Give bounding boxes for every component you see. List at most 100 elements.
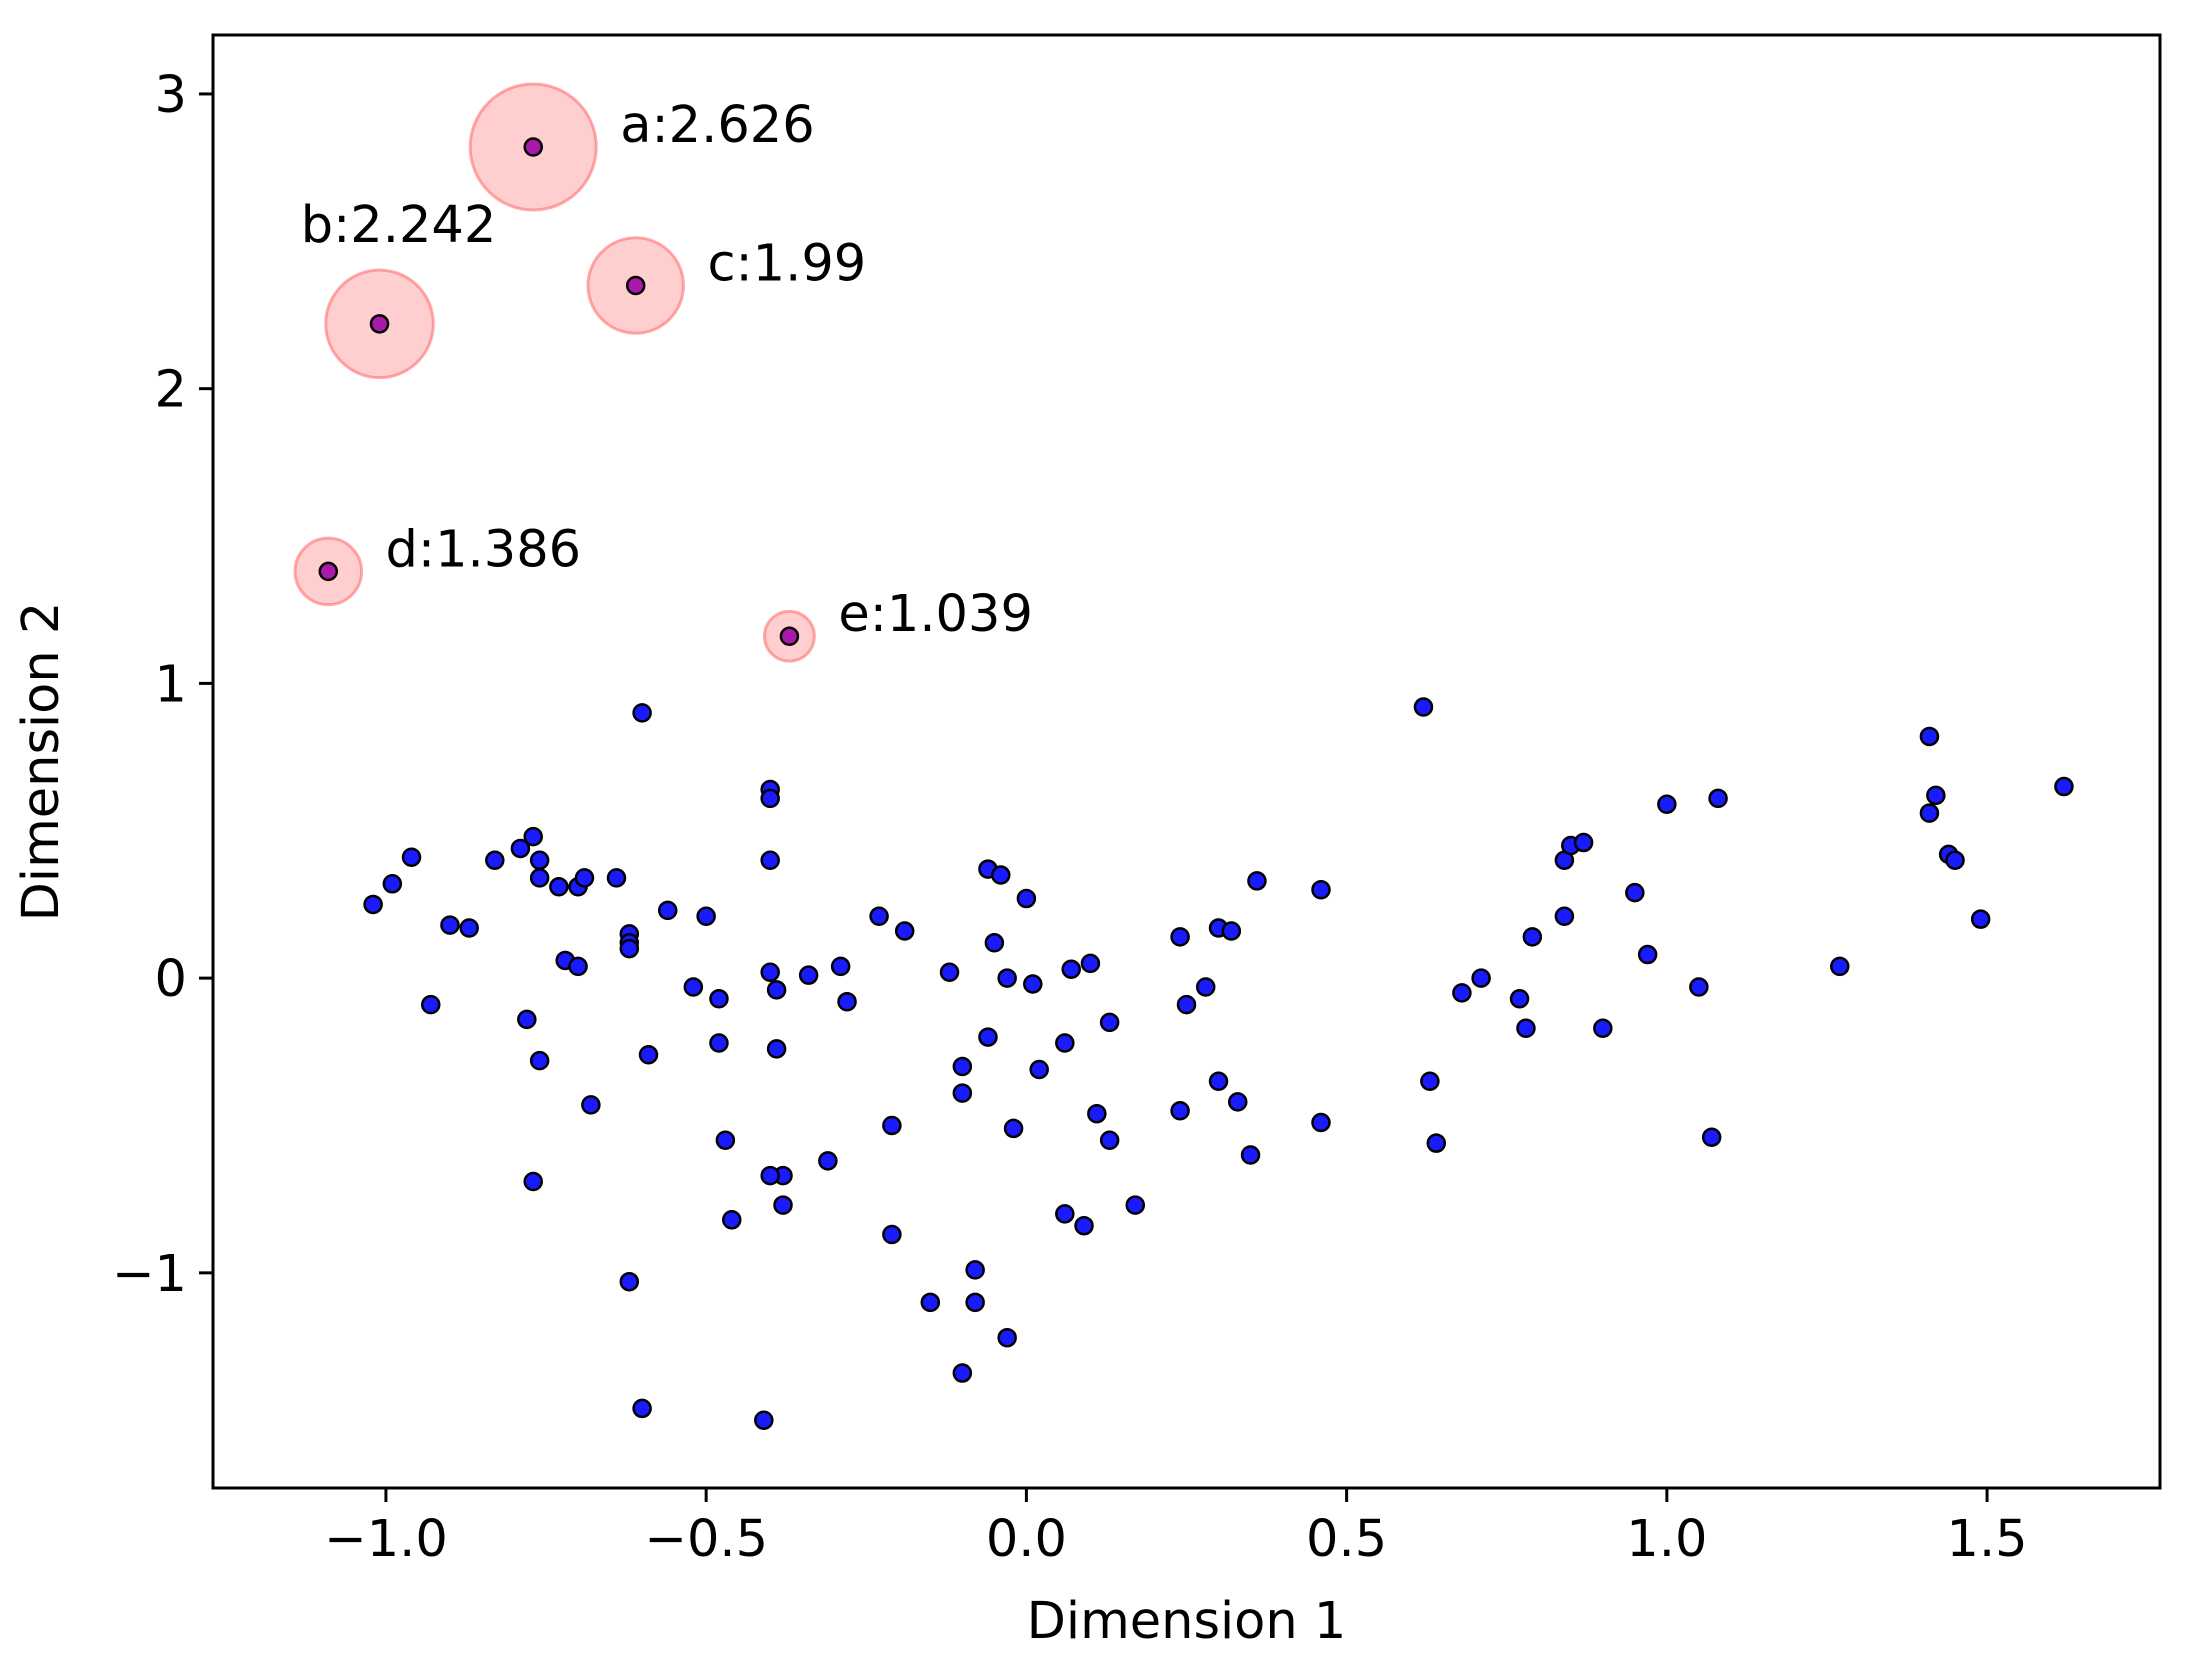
data-point bbox=[991, 865, 1011, 885]
data-point bbox=[382, 874, 403, 894]
data-point bbox=[517, 1009, 537, 1030]
data-point bbox=[1170, 927, 1190, 947]
data-point bbox=[830, 956, 851, 977]
data-point bbox=[818, 1151, 838, 1171]
data-point bbox=[798, 965, 819, 985]
data-point bbox=[920, 1292, 941, 1313]
data-point bbox=[1029, 1059, 1049, 1080]
data-point bbox=[760, 850, 780, 870]
data-point bbox=[1426, 1133, 1447, 1153]
data-point bbox=[581, 1095, 601, 1115]
data-point bbox=[657, 900, 678, 921]
x-tick-label: −1.0 bbox=[324, 1510, 448, 1569]
data-point bbox=[523, 1171, 543, 1192]
y-tick-label: 1 bbox=[155, 655, 187, 714]
highlight-point-4 bbox=[779, 626, 800, 646]
data-point bbox=[1080, 953, 1101, 974]
data-point bbox=[696, 906, 716, 926]
data-point bbox=[1637, 944, 1658, 965]
data-point bbox=[1413, 697, 1434, 717]
data-point bbox=[683, 977, 704, 997]
data-point bbox=[709, 989, 729, 1009]
data-point bbox=[760, 788, 780, 809]
y-tick-label: 3 bbox=[155, 66, 187, 125]
data-point bbox=[894, 921, 915, 941]
data-point bbox=[606, 868, 627, 888]
data-point bbox=[363, 894, 383, 915]
x-axis-label: Dimension 1 bbox=[1027, 1592, 1347, 1651]
data-point bbox=[1452, 983, 1472, 1003]
y-axis-label: Dimension 2 bbox=[12, 602, 71, 922]
data-point bbox=[1221, 921, 1242, 941]
data-point bbox=[1509, 989, 1530, 1009]
data-point bbox=[1227, 1092, 1248, 1112]
data-point bbox=[1099, 1012, 1120, 1033]
data-point bbox=[1701, 1127, 1722, 1148]
data-point bbox=[2054, 776, 2074, 797]
data-point bbox=[1926, 785, 1946, 806]
highlight-label-1: b:2.242 bbox=[301, 196, 497, 255]
data-point bbox=[549, 877, 569, 897]
data-point bbox=[619, 1271, 640, 1292]
x-tick-label: −0.5 bbox=[644, 1510, 768, 1569]
x-tick-label: 0.5 bbox=[1306, 1510, 1387, 1569]
data-point bbox=[978, 1027, 998, 1047]
highlight-point-0 bbox=[523, 137, 543, 157]
plot-frame bbox=[211, 33, 2162, 1490]
data-point bbox=[766, 980, 787, 1000]
data-point bbox=[529, 1050, 550, 1071]
data-point bbox=[952, 1363, 973, 1383]
data-point bbox=[1176, 994, 1197, 1015]
data-point bbox=[1420, 1071, 1440, 1092]
data-point bbox=[1195, 977, 1216, 997]
data-point bbox=[952, 1056, 973, 1077]
data-point bbox=[965, 1292, 985, 1313]
data-point bbox=[1311, 1112, 1331, 1133]
y-tick-label: 2 bbox=[155, 361, 187, 420]
data-point bbox=[1003, 1118, 1024, 1139]
data-point bbox=[1657, 794, 1677, 814]
data-point bbox=[1055, 1033, 1075, 1053]
axes-layer: −1.0 −0.5 0.0 0.5 1.0 1.5 −1 0 1 2 3 bbox=[112, 33, 2162, 1569]
data-point bbox=[882, 1224, 902, 1245]
data-point bbox=[760, 1165, 780, 1186]
y-tick-label: −1 bbox=[112, 1245, 187, 1304]
data-point bbox=[722, 1210, 742, 1230]
data-point bbox=[1471, 968, 1491, 988]
data-point bbox=[510, 838, 531, 859]
data-point bbox=[1689, 977, 1709, 997]
data-point bbox=[1708, 788, 1728, 809]
data-point bbox=[837, 991, 857, 1012]
data-point bbox=[882, 1115, 902, 1136]
x-tick-label: 0.0 bbox=[986, 1510, 1067, 1569]
data-point bbox=[952, 1083, 973, 1103]
highlight-label-2: c:1.99 bbox=[707, 235, 866, 294]
data-point bbox=[1593, 1018, 1613, 1038]
data-point bbox=[1919, 726, 1940, 747]
data-point bbox=[1945, 850, 1965, 870]
data-point bbox=[1830, 956, 1850, 977]
data-point bbox=[485, 850, 505, 870]
data-point bbox=[1099, 1130, 1120, 1150]
highlight-point-3 bbox=[318, 561, 339, 582]
data-point bbox=[459, 918, 479, 938]
data-point bbox=[1016, 888, 1037, 909]
data-point bbox=[984, 933, 1005, 953]
data-point bbox=[1055, 1204, 1075, 1224]
data-point bbox=[939, 962, 960, 982]
data-point bbox=[773, 1195, 793, 1215]
data-point bbox=[997, 1327, 1017, 1348]
highlight-point-1 bbox=[369, 314, 390, 334]
data-point bbox=[715, 1130, 736, 1150]
data-point bbox=[760, 962, 780, 982]
data-point bbox=[1061, 959, 1081, 980]
y-tick-label: 0 bbox=[155, 950, 187, 1009]
x-tick-label: 1.0 bbox=[1626, 1510, 1707, 1569]
data-point bbox=[1311, 879, 1331, 900]
data-point bbox=[754, 1410, 774, 1430]
highlight-layer: a:2.626 b:2.242 c:1.99 d:1.386 e:1.039 bbox=[293, 82, 1033, 663]
data-point bbox=[1573, 832, 1594, 853]
data-point bbox=[440, 915, 460, 935]
data-point bbox=[766, 1039, 787, 1059]
data-point bbox=[709, 1033, 729, 1053]
